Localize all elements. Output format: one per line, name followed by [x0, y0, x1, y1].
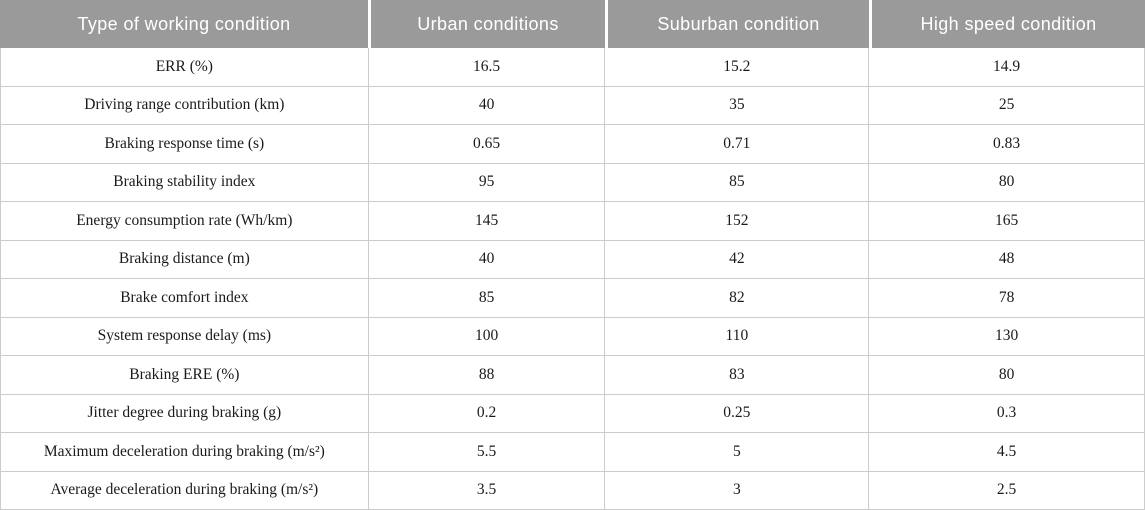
row-value: 100 [368, 317, 606, 355]
row-value: 14.9 [869, 48, 1145, 86]
row-value: 0.83 [869, 125, 1145, 163]
table-row: Braking distance (m) 40 42 48 [1, 240, 1145, 279]
row-metric-label: Braking response time (s) [1, 125, 369, 163]
row-value: 85 [605, 163, 870, 201]
row-value: 48 [869, 240, 1145, 278]
table-row: Driving range contribution (km) 40 35 25 [1, 86, 1145, 125]
row-value: 152 [605, 202, 870, 240]
table-row: Maximum deceleration during braking (m/s… [1, 433, 1145, 472]
table-row: System response delay (ms) 100 110 130 [1, 317, 1145, 356]
row-value: 130 [869, 317, 1145, 355]
row-metric-label: Jitter degree during braking (g) [1, 394, 369, 432]
table-row: Braking stability index 95 85 80 [1, 163, 1145, 202]
table-row: Brake comfort index 85 82 78 [1, 279, 1145, 318]
header-type-of-working-condition: Type of working condition [0, 0, 368, 48]
row-metric-label: Braking ERE (%) [1, 356, 369, 394]
row-value: 25 [869, 86, 1145, 124]
row-value: 145 [368, 202, 606, 240]
header-suburban-condition: Suburban condition [605, 0, 870, 48]
row-metric-label: Braking stability index [1, 163, 369, 201]
row-value: 16.5 [368, 48, 606, 86]
row-value: 2.5 [869, 471, 1145, 509]
row-metric-label: System response delay (ms) [1, 317, 369, 355]
header-urban-conditions: Urban conditions [368, 0, 605, 48]
table-body: ERR (%) 16.5 15.2 14.9 Driving range contrib… [0, 48, 1145, 510]
row-value: 165 [869, 202, 1145, 240]
row-value: 4.5 [869, 433, 1145, 471]
row-value: 88 [368, 356, 606, 394]
row-metric-label: Braking distance (m) [1, 240, 369, 278]
header-high-speed-condition: High speed condition [869, 0, 1145, 48]
row-value: 3 [605, 471, 870, 509]
row-metric-label: ERR (%) [1, 48, 369, 86]
row-metric-label: Energy consumption rate (Wh/km) [1, 202, 369, 240]
row-value: 85 [368, 279, 606, 317]
row-value: 5 [605, 433, 870, 471]
row-value: 35 [605, 86, 870, 124]
row-metric-label: Driving range contribution (km) [1, 86, 369, 124]
table-row: ERR (%) 16.5 15.2 14.9 [1, 48, 1145, 87]
row-value: 82 [605, 279, 870, 317]
row-value: 5.5 [368, 433, 606, 471]
row-value: 0.3 [869, 394, 1145, 432]
row-value: 3.5 [368, 471, 606, 509]
table-row: Jitter degree during braking (g) 0.2 0.25 0… [1, 394, 1145, 433]
row-value: 0.25 [605, 394, 870, 432]
row-value: 15.2 [605, 48, 870, 86]
row-value: 80 [869, 163, 1145, 201]
row-metric-label: Average deceleration during braking (m/s… [1, 471, 369, 509]
table-header-row: Type of working condition Urban conditio… [0, 0, 1145, 48]
row-value: 110 [605, 317, 870, 355]
table-row: Energy consumption rate (Wh/km) 145 152 165 [1, 202, 1145, 241]
row-value: 40 [368, 240, 606, 278]
row-value: 0.2 [368, 394, 606, 432]
row-value: 0.65 [368, 125, 606, 163]
row-value: 78 [869, 279, 1145, 317]
row-metric-label: Maximum deceleration during braking (m/s… [1, 433, 369, 471]
table-row: Average deceleration during braking (m/s… [1, 471, 1145, 510]
row-value: 83 [605, 356, 870, 394]
table-row: Braking response time (s) 0.65 0.71 0.83 [1, 125, 1145, 164]
row-value: 80 [869, 356, 1145, 394]
row-metric-label: Brake comfort index [1, 279, 369, 317]
table-row: Braking ERE (%) 88 83 80 [1, 356, 1145, 395]
row-value: 42 [605, 240, 870, 278]
row-value: 0.71 [605, 125, 870, 163]
row-value: 40 [368, 86, 606, 124]
row-value: 95 [368, 163, 606, 201]
